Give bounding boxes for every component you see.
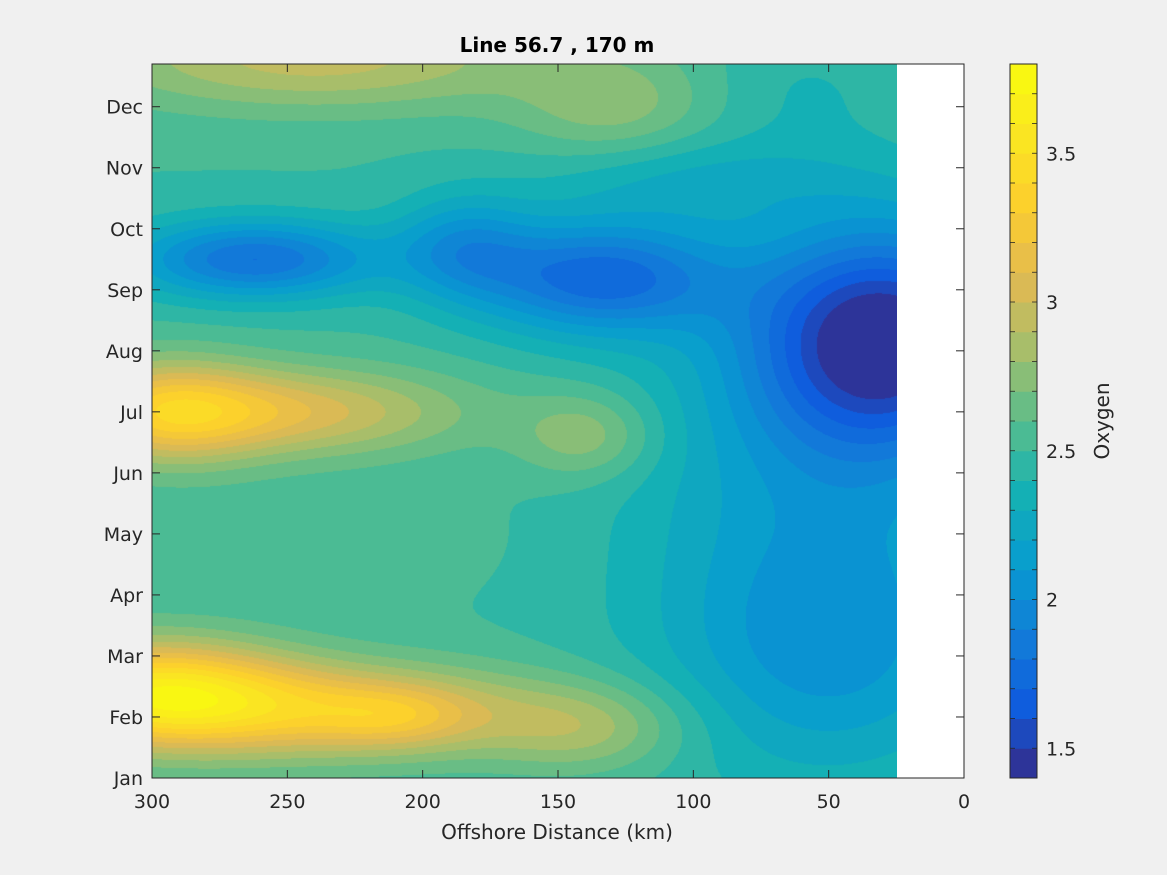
colorbar: 1.5 2 2.5 3 3.5 Oxygen (1009, 63, 1114, 779)
chart-title: Line 56.7 , 170 m (460, 33, 655, 57)
y-tick-label: Dec (106, 97, 143, 119)
x-tick-label: 250 (269, 791, 305, 813)
colorbar-band (1010, 361, 1037, 392)
colorbar-band (1010, 212, 1037, 243)
colorbar-tick-label: 3.5 (1046, 143, 1076, 165)
colorbar-band (1010, 93, 1037, 124)
y-axis-ticks: Jan Feb Mar Apr May Jun Jul Aug Sep Oct Nov Dec (104, 97, 964, 790)
colorbar-band (1010, 629, 1037, 660)
y-tick-label: Jun (112, 463, 143, 485)
colorbar-band (1010, 599, 1037, 630)
colorbar-band (1010, 688, 1037, 719)
y-tick-label: Feb (109, 707, 143, 729)
x-axis-label: Offshore Distance (km) (441, 820, 673, 844)
colorbar-band (1010, 64, 1037, 95)
colorbar-band (1010, 302, 1037, 333)
colorbar-tick-label: 3 (1046, 292, 1058, 314)
colorbar-band (1010, 391, 1037, 422)
colorbar-label: Oxygen (1090, 382, 1114, 459)
y-tick-label: Oct (110, 219, 143, 241)
x-tick-label: 0 (958, 791, 970, 813)
x-tick-label: 300 (134, 791, 170, 813)
colorbar-band (1010, 331, 1037, 362)
colorbar-band (1010, 123, 1037, 154)
y-tick-label: Aug (106, 341, 143, 363)
colorbar-band (1010, 242, 1037, 273)
oxygen-contour-field (152, 64, 897, 778)
x-tick-label: 200 (405, 791, 441, 813)
colorbar-band (1010, 183, 1037, 214)
colorbar-band (1010, 540, 1037, 571)
colorbar-band (1010, 421, 1037, 452)
plot-area: 300 250 200 150 100 50 0 Jan Feb Mar Apr May Jun Jul… (104, 63, 970, 813)
y-tick-label: Jul (119, 402, 143, 424)
x-tick-label: 150 (540, 791, 576, 813)
colorbar-bands (1010, 64, 1037, 779)
colorbar-box (1009, 63, 1038, 779)
colorbar-band (1010, 272, 1037, 303)
colorbar-band (1010, 748, 1037, 779)
colorbar-ticks: 1.5 2 2.5 3 3.5 (1046, 143, 1076, 760)
colorbar-tick-label: 1.5 (1046, 738, 1076, 760)
y-tick-label: May (104, 524, 143, 546)
colorbar-band (1010, 480, 1037, 511)
y-tick-label: Apr (110, 585, 143, 607)
y-tick-label: Mar (107, 646, 143, 668)
colorbar-band (1010, 659, 1037, 690)
colorbar-band (1010, 153, 1037, 184)
x-tick-label: 100 (675, 791, 711, 813)
colorbar-tick-label: 2.5 (1046, 441, 1076, 463)
colorbar-tick-label: 2 (1046, 590, 1058, 612)
colorbar-band (1010, 718, 1037, 749)
x-tick-label: 50 (817, 791, 841, 813)
colorbar-band (1010, 450, 1037, 481)
y-tick-label: Sep (107, 280, 143, 302)
y-tick-label: Nov (106, 158, 143, 180)
colorbar-band (1010, 510, 1037, 541)
y-tick-label: Jan (113, 768, 143, 790)
colorbar-band (1010, 569, 1037, 600)
x-axis-ticks: 300 250 200 150 100 50 0 (134, 64, 970, 813)
